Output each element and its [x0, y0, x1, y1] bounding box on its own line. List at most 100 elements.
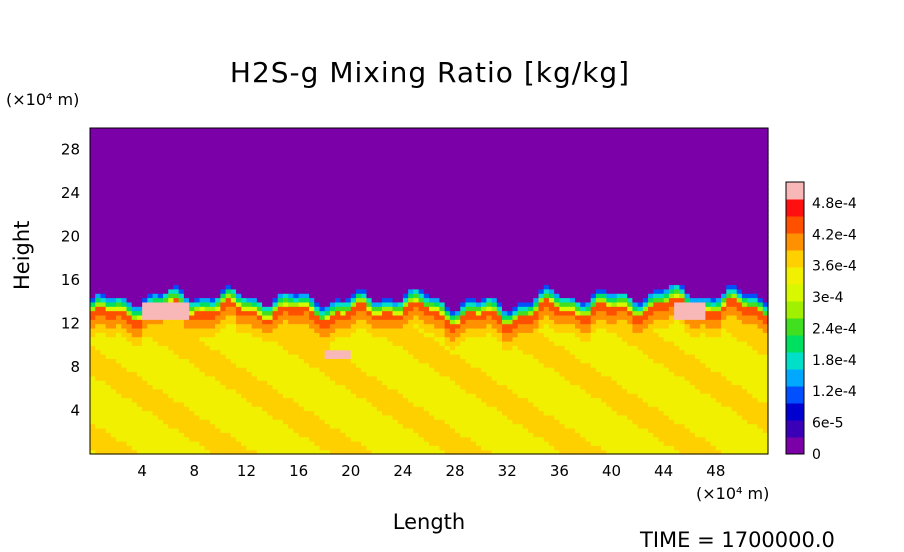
- heatmap-cell: [282, 171, 289, 177]
- heatmap-cell: [100, 406, 107, 412]
- heatmap-cell: [429, 297, 435, 303]
- heatmap-cell: [387, 262, 394, 268]
- heatmap-cell: [173, 436, 180, 442]
- heatmap-cell: [262, 397, 268, 403]
- heatmap-cell: [319, 297, 326, 303]
- heatmap-cell: [303, 301, 310, 307]
- heatmap-cell: [136, 332, 143, 338]
- heatmap-cell: [173, 445, 180, 451]
- heatmap-cell: [230, 254, 237, 259]
- heatmap-cell: [423, 241, 430, 246]
- heatmap-cell: [246, 432, 253, 438]
- heatmap-cell: [220, 393, 227, 399]
- heatmap-cell: [199, 319, 206, 325]
- heatmap-cell: [319, 245, 326, 251]
- heatmap-cell: [335, 193, 341, 199]
- heatmap-cell: [355, 154, 362, 160]
- heatmap-cell: [152, 275, 159, 281]
- heatmap-cell: [408, 184, 414, 190]
- heatmap-cell: [100, 145, 107, 151]
- heatmap-cell: [209, 440, 216, 446]
- heatmap-cell: [215, 362, 221, 368]
- heatmap-cell: [293, 288, 300, 294]
- heatmap-cell: [350, 206, 357, 212]
- heatmap-cell: [262, 145, 268, 151]
- heatmap-cell: [246, 371, 253, 377]
- heatmap-cell: [246, 175, 253, 181]
- heatmap-cell: [194, 349, 201, 355]
- heatmap-cell: [204, 267, 211, 273]
- heatmap-cell: [329, 384, 336, 390]
- heatmap-cell: [366, 136, 373, 142]
- heatmap-cell: [387, 332, 394, 338]
- heatmap-cell: [350, 288, 357, 294]
- heatmap-cell: [319, 158, 326, 164]
- heatmap-cell: [209, 136, 216, 142]
- heatmap-cell: [293, 327, 300, 333]
- heatmap-cell: [319, 406, 326, 412]
- heatmap-cell: [418, 371, 425, 377]
- heatmap-cell: [147, 271, 154, 277]
- heatmap-cell: [168, 149, 175, 155]
- heatmap-cell: [121, 275, 128, 281]
- heatmap-cell: [168, 214, 175, 220]
- heatmap-cell: [376, 314, 383, 320]
- heatmap-cell: [189, 284, 195, 290]
- heatmap-cell: [246, 393, 253, 399]
- heatmap-cell: [282, 380, 289, 386]
- heatmap-cell: [267, 201, 274, 207]
- heatmap-cell: [142, 254, 148, 259]
- heatmap-cell: [126, 141, 133, 146]
- heatmap-cell: [371, 210, 378, 216]
- heatmap-cell: [340, 427, 347, 433]
- heatmap-cell: [345, 427, 352, 433]
- heatmap-cell: [408, 314, 414, 320]
- heatmap-cell: [178, 275, 185, 281]
- heatmap-cell: [277, 414, 284, 420]
- heatmap-cell: [361, 262, 368, 268]
- heatmap-cell: [376, 158, 383, 164]
- heatmap-cell: [309, 406, 315, 412]
- heatmap-cell: [163, 167, 169, 173]
- heatmap-cell: [251, 375, 258, 381]
- heatmap-cell: [116, 393, 122, 399]
- heatmap-cell: [251, 245, 258, 251]
- heatmap-cell: [173, 397, 180, 403]
- heatmap-cell: [387, 319, 394, 325]
- heatmap-cell: [423, 162, 430, 168]
- heatmap-cell: [413, 436, 420, 442]
- heatmap-cell: [371, 271, 378, 277]
- heatmap-cell: [319, 427, 326, 433]
- heatmap-cell: [355, 288, 362, 294]
- heatmap-cell: [100, 371, 107, 377]
- heatmap-cell: [116, 180, 122, 186]
- heatmap-cell: [298, 223, 305, 229]
- heatmap-cell: [157, 306, 164, 312]
- heatmap-cell: [324, 440, 331, 446]
- heatmap-cell: [387, 349, 394, 355]
- heatmap-cell: [272, 197, 279, 203]
- heatmap-cell: [361, 349, 368, 355]
- heatmap-cell: [288, 432, 294, 438]
- heatmap-cell: [408, 393, 414, 399]
- heatmap-cell: [272, 284, 279, 290]
- heatmap-cell: [345, 371, 352, 377]
- heatmap-cell: [298, 132, 305, 138]
- heatmap-cell: [335, 327, 341, 333]
- heatmap-cell: [121, 188, 128, 194]
- heatmap-cell: [288, 267, 294, 273]
- heatmap-cell: [413, 223, 420, 229]
- heatmap-cell: [142, 449, 148, 455]
- heatmap-cell: [262, 197, 268, 203]
- heatmap-cell: [136, 149, 143, 155]
- heatmap-cell: [251, 271, 258, 277]
- heatmap-cell: [402, 232, 409, 238]
- heatmap-cell: [116, 414, 122, 420]
- heatmap-cell: [309, 219, 315, 225]
- heatmap-cell: [309, 449, 315, 455]
- heatmap-cell: [272, 288, 279, 294]
- heatmap-cell: [100, 297, 107, 303]
- heatmap-cell: [309, 332, 315, 338]
- heatmap-cell: [183, 410, 190, 416]
- heatmap-cell: [413, 145, 420, 151]
